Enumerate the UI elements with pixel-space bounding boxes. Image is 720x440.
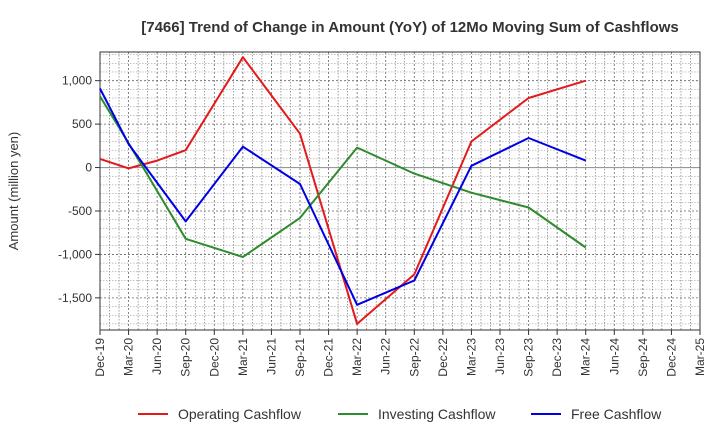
x-tick-label: Mar-20 <box>122 338 136 376</box>
legend: Operating Cashflow Investing Cashflow Free… <box>138 406 662 422</box>
y-tick-label: -500 <box>68 204 92 218</box>
x-tick-label: Mar-24 <box>579 338 593 376</box>
y-tick-label: -1,000 <box>58 247 92 261</box>
x-axis-ticks: Dec-19 Mar-20 Jun-20 Sep-20 Dec-20 Mar-21 Jun-… <box>93 330 707 377</box>
series-line-2 <box>99 95 587 258</box>
legend-label-1: Operating Cashflow <box>178 406 302 422</box>
chart-title: [7466] Trend of Change in Amount (YoY) o… <box>141 19 679 36</box>
x-tick-label: Jun-23 <box>493 338 507 375</box>
y-tick-label: 0 <box>85 161 92 175</box>
x-tick-label: Jun-20 <box>150 338 164 375</box>
x-tick-label: Mar-22 <box>350 338 364 376</box>
x-tick-label: Jun-21 <box>264 338 278 375</box>
x-tick-label: Jun-24 <box>607 338 621 375</box>
y-tick-label: 500 <box>72 117 92 131</box>
grid <box>100 52 700 330</box>
y-axis-label: Amount (million yen) <box>6 132 21 251</box>
legend-label-3: Free Cashflow <box>571 406 662 422</box>
x-tick-label: Sep-21 <box>293 338 307 377</box>
series-line-3 <box>99 88 587 306</box>
x-tick-label: Mar-25 <box>693 338 707 376</box>
x-tick-label: Sep-24 <box>636 338 650 377</box>
series-layer <box>99 56 587 325</box>
x-tick-label: Sep-20 <box>179 338 193 377</box>
x-tick-label: Jun-22 <box>379 338 393 375</box>
y-axis-ticks: -1,500 -1,000 -500 0 500 1,000 <box>58 74 100 305</box>
x-tick-label: Dec-22 <box>436 338 450 377</box>
x-tick-label: Sep-22 <box>407 338 421 377</box>
x-tick-label: Mar-21 <box>236 338 250 376</box>
x-tick-label: Dec-21 <box>322 338 336 377</box>
x-tick-label: Dec-23 <box>550 338 564 377</box>
y-tick-label: -1,500 <box>58 291 92 305</box>
x-tick-label: Dec-19 <box>93 338 107 377</box>
x-tick-label: Sep-23 <box>522 338 536 377</box>
x-tick-label: Mar-23 <box>464 338 478 376</box>
x-tick-label: Dec-20 <box>207 338 221 377</box>
x-tick-label: Dec-24 <box>664 338 678 377</box>
series-line-1 <box>99 56 586 325</box>
y-tick-label: 1,000 <box>62 74 92 88</box>
plot-frame <box>99 51 701 331</box>
legend-label-2: Investing Cashflow <box>378 406 496 422</box>
